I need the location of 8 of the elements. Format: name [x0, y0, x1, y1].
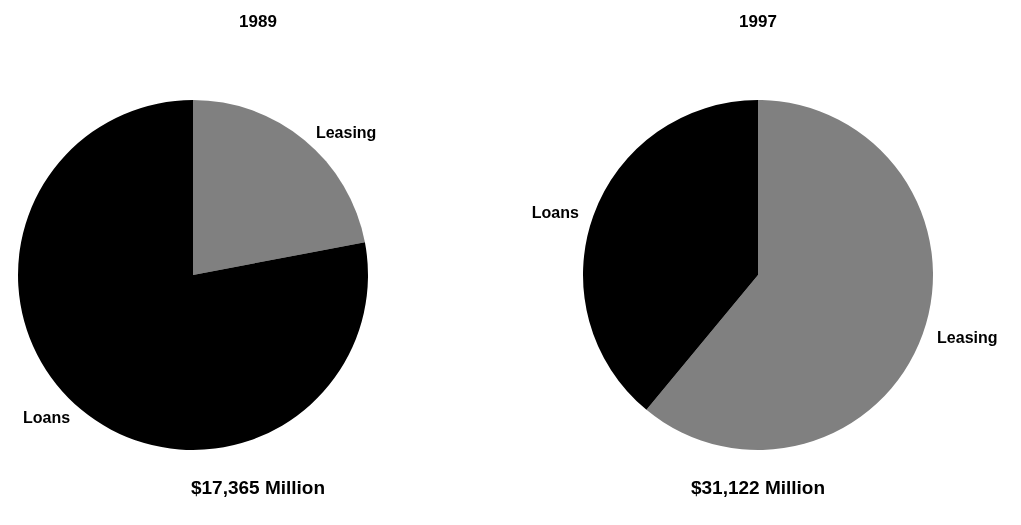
chart-title: 1997 [739, 12, 777, 31]
slice-label: Loans [22, 409, 71, 427]
text: $31,122 Million [690, 477, 826, 498]
slice-label: Loans [531, 203, 580, 221]
text: $17,365 Million [190, 477, 326, 498]
slice-label: Leasing [937, 329, 998, 347]
slice-label: Leasing [315, 123, 377, 141]
chart-title: 1989 [239, 12, 277, 31]
